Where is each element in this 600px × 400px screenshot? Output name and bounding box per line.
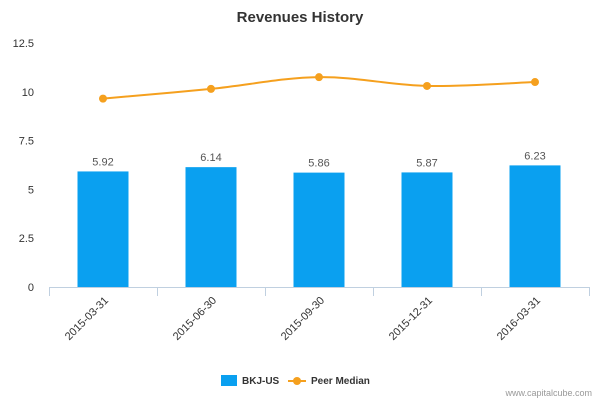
y-tick-label: 7.5 [19, 136, 34, 148]
legend-label-bkj-us: BKJ-US [242, 376, 280, 387]
bar-data-label: 5.92 [92, 156, 113, 168]
bar [401, 172, 453, 287]
legend-swatch-bkj-us [221, 375, 237, 386]
peer-median-point [207, 84, 215, 93]
credit-text: www.capitalcube.com [504, 388, 592, 398]
bar-data-label: 5.86 [308, 158, 329, 170]
bar [293, 172, 345, 287]
y-tick-label: 12.5 [13, 38, 34, 50]
x-tick-label: 2015-09-30 [279, 295, 327, 343]
peer-median-point [315, 73, 323, 82]
x-tick-label: 2015-12-31 [387, 295, 435, 343]
bar [509, 165, 561, 287]
y-tick-label: 2.5 [19, 233, 34, 245]
y-tick-label: 0 [28, 282, 34, 294]
bar-series [77, 165, 561, 287]
bar [77, 171, 129, 287]
peer-median-point [99, 94, 107, 103]
peer-median-series [99, 73, 539, 103]
bar-data-label: 5.87 [416, 157, 437, 169]
x-tick-label: 2015-06-30 [171, 295, 219, 343]
x-tick-label: 2016-03-31 [495, 295, 543, 343]
bar-data-label: 6.23 [524, 150, 545, 162]
bar-data-labels: 5.92 6.14 5.86 5.87 6.23 [92, 150, 545, 169]
y-axis: 0 2.5 5 7.5 10 12.5 [13, 38, 34, 294]
bar [185, 167, 237, 287]
y-tick-label: 5 [28, 184, 34, 196]
y-tick-label: 10 [22, 87, 34, 99]
x-tick-label: 2015-03-31 [63, 295, 111, 343]
peer-median-point [423, 81, 431, 90]
legend-label-peer-median: Peer Median [311, 376, 370, 387]
legend: BKJ-US Peer Median [221, 375, 370, 387]
legend-marker-peer-median [293, 377, 301, 385]
chart-title: Revenues History [237, 9, 364, 26]
x-axis: 2015-03-31 2015-06-30 2015-09-30 2015-12-31… [49, 287, 590, 343]
bar-data-label: 6.14 [200, 152, 221, 164]
peer-median-point [531, 78, 539, 87]
